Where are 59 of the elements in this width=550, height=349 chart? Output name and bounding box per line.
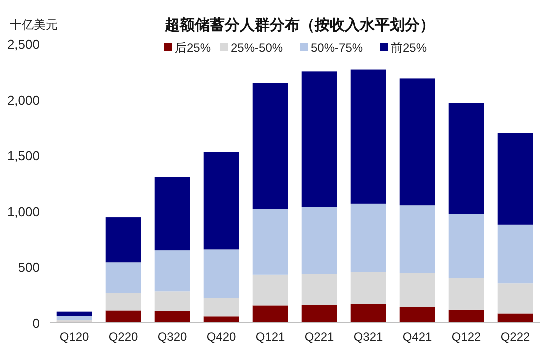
bar [252,83,288,210]
bar [448,278,484,310]
bar [498,224,534,284]
y-tick-label: 2,500 [7,37,40,52]
bar [56,312,92,316]
x-tick-label: Q221 [304,330,334,344]
bar [448,103,484,214]
x-tick-label: Q222 [500,330,530,344]
bar [204,250,240,298]
bar [498,133,534,225]
bar [302,305,338,323]
bar [106,218,142,263]
legend-label: 25%-50% [231,41,284,55]
bar [350,204,386,272]
bar [204,298,240,317]
bar [400,273,436,308]
bar [498,314,534,323]
bar [154,292,190,312]
bar [252,209,288,275]
chart-title: 超额储蓄分人群分布（按收入水平划分） [164,16,435,34]
x-tick-label: Q421 [402,330,432,344]
legend-label: 50%-75% [311,41,364,55]
bar [154,250,190,292]
x-tick-label: Q420 [206,330,236,344]
bar [498,284,534,314]
y-axis-title: 十亿美元 [10,18,58,32]
bar [204,316,240,323]
legend-label: 前25% [391,41,428,55]
bar [154,311,190,323]
x-tick-label: Q321 [354,330,384,344]
bar [106,293,142,311]
bar [400,206,436,274]
bar [448,310,484,323]
bar [302,72,338,208]
bar [302,207,338,274]
x-tick-label: Q121 [256,330,286,344]
x-tick-label: Q120 [60,330,90,344]
bar [204,152,240,250]
y-tick-label: 500 [18,260,40,276]
bar [350,304,386,323]
y-tick-label: 0 [32,316,40,331]
bar [252,274,288,306]
y-tick-label: 1,500 [7,148,40,164]
bar [350,272,386,304]
bar [448,214,484,278]
bar [106,310,142,323]
x-tick-label: Q320 [158,330,188,344]
y-tick-label: 2,000 [7,92,40,108]
bar [154,177,190,251]
x-tick-label: Q220 [108,330,138,344]
y-tick-label: 1,000 [7,204,40,220]
x-tick-label: Q122 [452,330,482,344]
bar [302,274,338,306]
bar [252,306,288,323]
bar [400,307,436,323]
legend-label: 后25% [175,41,212,55]
bar [106,262,142,294]
bar [400,78,436,206]
bar [350,70,386,204]
